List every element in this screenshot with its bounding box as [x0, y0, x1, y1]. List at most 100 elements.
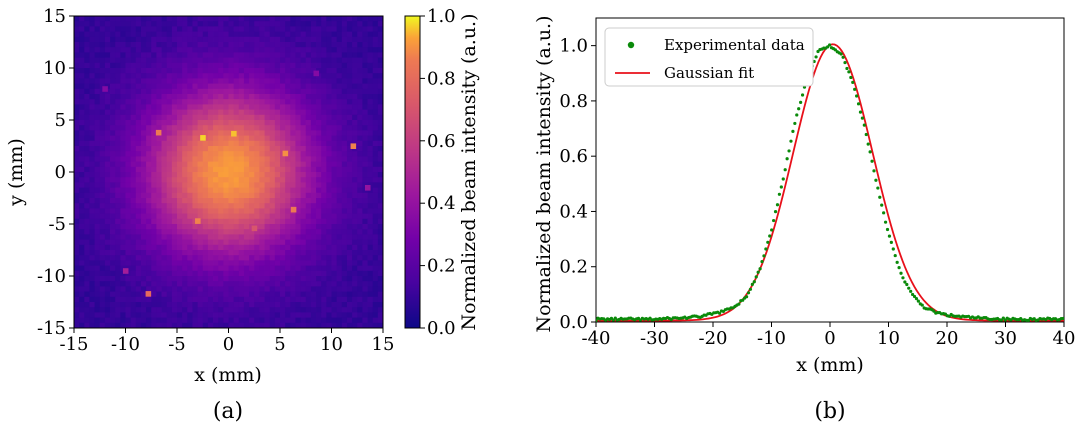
heatmap-cell [187, 125, 193, 131]
heatmap-cell [285, 203, 291, 209]
heatmap-cell [228, 244, 235, 251]
heatmap-cell [326, 88, 332, 95]
colorbar-tick-label: 0.8 [427, 68, 456, 89]
heatmap-cell [192, 68, 198, 74]
heatmap-cell [357, 177, 363, 183]
heatmap-cell [177, 270, 183, 277]
heatmap-cell [254, 260, 260, 266]
heatmap-cell [336, 218, 343, 225]
heatmap-cell [197, 166, 204, 173]
heatmap-cell [120, 156, 126, 162]
heatmap-cell [269, 104, 276, 110]
heatmap-cell [202, 42, 209, 48]
heatmap-cell [74, 234, 80, 240]
heatmap-cell [336, 42, 343, 48]
heatmap-cell [125, 146, 132, 152]
heatmap-cell [182, 317, 188, 324]
heatmap-cell [295, 203, 301, 209]
heatmap-cell [280, 312, 286, 318]
heatmap-cell [171, 36, 178, 43]
heatmap-cell [295, 151, 301, 157]
heatmap-cell [233, 286, 240, 292]
heatmap-cell [372, 302, 379, 308]
heatmap-cell [84, 57, 90, 64]
heatmap-cell [305, 52, 312, 58]
heatmap-cell [177, 218, 183, 225]
heatmap-cell [341, 57, 348, 64]
heatmap-cell [151, 208, 157, 214]
heatmap-cell [140, 68, 147, 74]
heatmap-cell [352, 187, 358, 194]
heatmap-cell [125, 109, 132, 116]
heatmap-cell [74, 307, 80, 313]
heatmap-hot-pixel [122, 268, 129, 274]
heatmap-cell [367, 68, 374, 74]
heatmap-cell [228, 177, 235, 183]
heatmap-cell [243, 135, 250, 142]
heatmap-cell [274, 151, 281, 157]
heatmap-cell [357, 52, 363, 58]
heatmap-cell [74, 322, 80, 329]
heatmap-cell [207, 265, 214, 272]
heatmap-cell [146, 296, 152, 303]
heatmap-cell [280, 125, 286, 131]
heatmap-cell [89, 172, 95, 178]
heatmap-cell [130, 244, 137, 251]
heatmap-cell [254, 218, 260, 225]
heatmap-cell [367, 94, 374, 100]
heatmap-cell [377, 140, 384, 147]
heatmap-cell [197, 99, 204, 105]
heatmap-cell [156, 234, 162, 240]
heatmap-cell [377, 68, 384, 74]
heatmap-cell [259, 36, 265, 43]
heatmap-cell [187, 239, 193, 246]
heatmap-cell [218, 213, 224, 220]
heatmap-cell [367, 57, 374, 64]
heatmap-cell [269, 42, 276, 48]
heatmap-cell [84, 229, 90, 235]
heatmap-cell [269, 182, 276, 188]
heatmap-cell [243, 281, 250, 287]
heatmap-cell [331, 244, 338, 251]
heatmap-cell [130, 21, 137, 27]
heatmap-cell [115, 151, 121, 157]
heatmap-cell [357, 31, 363, 38]
heatmap-cell [352, 135, 358, 142]
heatmap-cell [357, 234, 363, 240]
heatmap-cell [346, 218, 353, 225]
heatmap-cell [192, 250, 198, 256]
heatmap-cell [187, 177, 193, 183]
heatmap-cell [146, 182, 152, 188]
heatmap-cell [290, 260, 296, 266]
heatmap-cell [305, 151, 312, 157]
profile-y-axis-label: Normalized beam intensity (a.u.) [533, 15, 555, 332]
heatmap-cell [79, 307, 85, 313]
heatmap-cell [254, 42, 260, 48]
heatmap-cell [321, 317, 327, 324]
heatmap-cell [238, 83, 245, 90]
heatmap-cell [192, 187, 198, 194]
heatmap-cell [238, 307, 245, 313]
heatmap-cell [135, 94, 142, 100]
heatmap-cell [84, 99, 90, 105]
heatmap-cell [104, 302, 111, 308]
heatmap-cell [367, 62, 374, 69]
heatmap-cell [264, 62, 271, 69]
heatmap-cell [264, 120, 271, 126]
heatmap-cell [274, 265, 281, 272]
heatmap-cell [197, 109, 204, 116]
heatmap-cell [110, 120, 116, 126]
heatmap-cell [357, 187, 363, 194]
heatmap-x-tick-label: -15 [60, 334, 89, 355]
heatmap-cell [99, 36, 106, 43]
heatmap-cell [94, 140, 101, 147]
heatmap-cell [310, 250, 317, 256]
heatmap-cell [218, 224, 224, 230]
heatmap-cell [352, 234, 358, 240]
heatmap-cell [300, 286, 307, 292]
heatmap-cell [243, 31, 250, 38]
heatmap-cell [156, 161, 162, 168]
heatmap-cell [316, 218, 322, 225]
heatmap-cell [115, 276, 121, 282]
heatmap-cell [115, 94, 121, 100]
